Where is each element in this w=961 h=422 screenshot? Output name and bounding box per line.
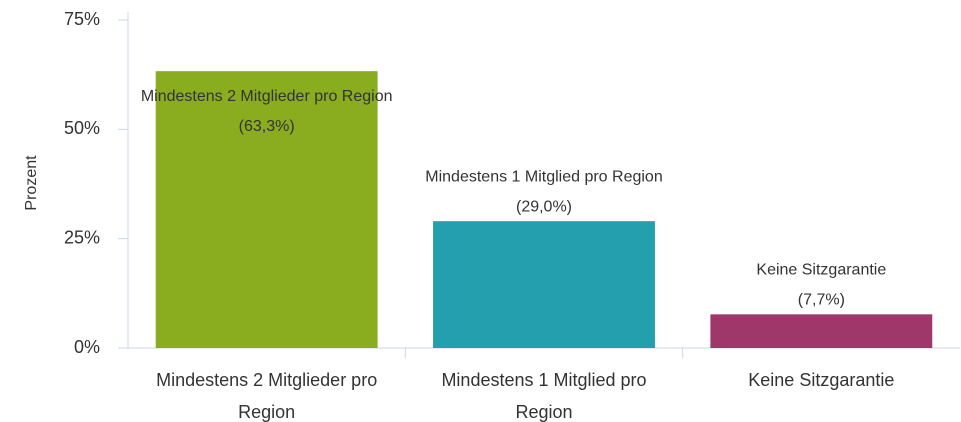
bar [433,221,655,348]
x-tick-label: Mindestens 2 Mitglieder pro Region [156,370,378,422]
y-tick-label: 25% [64,227,100,247]
data-label-name: Mindestens 1 Mitglied pro Region [425,168,662,185]
data-label-name: Mindestens 2 Mitglieder pro Region [141,88,393,105]
bar [710,314,933,348]
data-label-name: Keine Sitzgarantie [756,262,886,279]
y-axis-title: Prozent [23,155,40,211]
data-label: (63,3%) [239,118,295,135]
x-tick-label: Mindestens 1 Mitglied pro Region [441,370,647,422]
bar [155,71,378,348]
y-tick-label: 0% [74,337,100,357]
x-tick-label: Keine Sitzgarantie [748,370,895,390]
data-label: (29,0%) [516,198,572,215]
data-label: (7,7%) [798,292,845,309]
y-tick-label: 75% [64,9,100,29]
y-tick-label: 50% [64,118,100,138]
